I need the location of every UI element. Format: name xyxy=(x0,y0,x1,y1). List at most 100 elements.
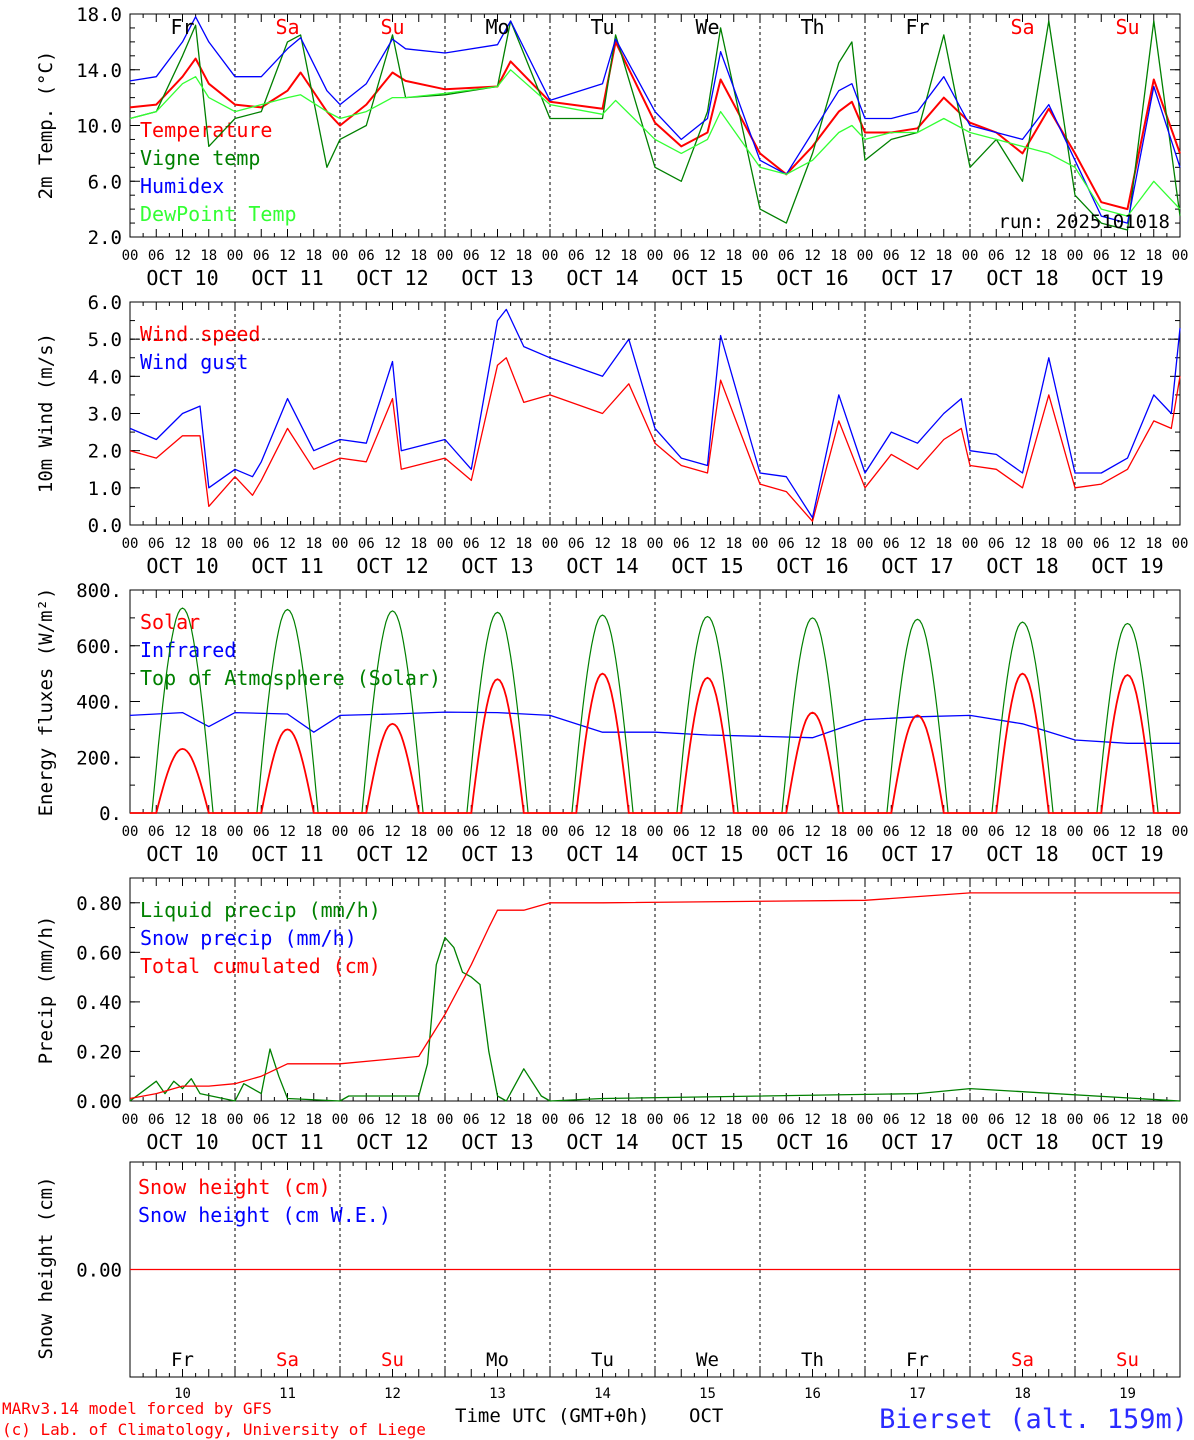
hour-label: 00 xyxy=(752,1112,769,1128)
date-label: OCT 12 xyxy=(356,1130,428,1154)
hour-label: 00 xyxy=(437,1112,454,1128)
legend-snow-height-cm-w-e-: Snow height (cm W.E.) xyxy=(138,1203,391,1227)
series-total-cumulated-cm- xyxy=(129,892,1180,1100)
hour-label: 06 xyxy=(778,1112,795,1128)
hour-label: 00 xyxy=(752,248,769,264)
hour-label: 18 xyxy=(620,536,637,552)
hour-label: 12 xyxy=(174,536,191,552)
hour-label: 12 xyxy=(1014,536,1031,552)
date-label: OCT 14 xyxy=(566,842,638,866)
day-number: 10 xyxy=(174,1386,191,1402)
energy-y-label: Energy fluxes (W/m²) xyxy=(35,588,57,817)
hour-label: 06 xyxy=(1093,1112,1110,1128)
hour-label: 06 xyxy=(673,536,690,552)
snow-y-label: Snow height (cm) xyxy=(35,1176,57,1359)
hour-label: 00 xyxy=(752,824,769,840)
hour-label: 18 xyxy=(935,248,952,264)
y-tick-label: 200. xyxy=(76,747,122,769)
hour-label: 18 xyxy=(620,248,637,264)
hour-label: 12 xyxy=(174,824,191,840)
date-label: OCT 19 xyxy=(1091,842,1163,866)
day-code: Fr xyxy=(906,1349,929,1371)
hour-label: 06 xyxy=(148,1112,165,1128)
legend-infrared: Infrared xyxy=(140,638,236,662)
date-label: OCT 16 xyxy=(776,842,848,866)
hour-label: 18 xyxy=(620,824,637,840)
hour-label: 18 xyxy=(200,248,217,264)
y-tick-label: 0. xyxy=(99,803,122,825)
day-code: Sa xyxy=(276,1349,299,1371)
month-label: OCT xyxy=(689,1405,723,1427)
hour-label: 06 xyxy=(358,536,375,552)
hour-label: 00 xyxy=(332,248,349,264)
temperature-y-label: 2m Temp. (°C) xyxy=(35,51,57,200)
hour-label: 00 xyxy=(857,824,874,840)
legend-wind-speed: Wind speed xyxy=(140,322,260,346)
hour-label: 18 xyxy=(305,824,322,840)
hour-label: 06 xyxy=(1093,536,1110,552)
hour-label: 18 xyxy=(725,248,742,264)
y-tick-label: 600. xyxy=(76,636,122,658)
hour-label: 18 xyxy=(200,824,217,840)
hour-label: 06 xyxy=(988,824,1005,840)
panel-frame xyxy=(129,589,1181,814)
hour-label: 00 xyxy=(962,1112,979,1128)
date-label: OCT 12 xyxy=(356,842,428,866)
hour-label: 06 xyxy=(568,536,585,552)
day-code: Mo xyxy=(485,15,509,39)
hour-label: 18 xyxy=(830,536,847,552)
hour-label: 12 xyxy=(489,824,506,840)
hour-label: 06 xyxy=(253,1112,270,1128)
y-tick-label: 0.60 xyxy=(76,942,122,964)
hour-label: 18 xyxy=(305,536,322,552)
hour-label: 18 xyxy=(1040,824,1057,840)
hour-label: 18 xyxy=(305,1112,322,1128)
run-label: run: 2025101018 xyxy=(998,211,1170,233)
hour-label: 06 xyxy=(148,824,165,840)
hour-label: 18 xyxy=(1040,1112,1057,1128)
legend-snow-precip-mm-h-: Snow precip (mm/h) xyxy=(140,926,357,950)
hour-label: 00 xyxy=(1172,248,1189,264)
date-label: OCT 11 xyxy=(251,266,323,290)
day-code: Sa xyxy=(275,15,299,39)
wind-y-label: 10m Wind (m/s) xyxy=(35,333,57,493)
hour-label: 06 xyxy=(673,1112,690,1128)
hour-label: 00 xyxy=(647,1112,664,1128)
hour-label: 06 xyxy=(358,1112,375,1128)
y-tick-label: 0.00 xyxy=(76,1260,122,1282)
legend-vigne-temp: Vigne temp xyxy=(140,146,260,170)
hour-label: 00 xyxy=(1067,248,1084,264)
hour-label: 06 xyxy=(778,824,795,840)
hour-label: 18 xyxy=(1145,536,1162,552)
hour-label: 06 xyxy=(778,248,795,264)
hour-label: 18 xyxy=(1145,248,1162,264)
date-label: OCT 11 xyxy=(251,554,323,578)
date-label: OCT 18 xyxy=(986,842,1058,866)
hour-label: 06 xyxy=(988,1112,1005,1128)
hour-label: 06 xyxy=(883,536,900,552)
hour-label: 00 xyxy=(962,248,979,264)
day-number: 13 xyxy=(489,1386,506,1402)
date-label: OCT 15 xyxy=(671,842,743,866)
legend-snow-height-cm-: Snow height (cm) xyxy=(138,1175,331,1199)
hour-label: 00 xyxy=(437,536,454,552)
date-label: OCT 12 xyxy=(356,266,428,290)
lab-credit: (c) Lab. of Climatology, University of L… xyxy=(2,1420,426,1439)
legend-humidex: Humidex xyxy=(140,174,224,198)
hour-label: 18 xyxy=(200,1112,217,1128)
hour-label: 00 xyxy=(227,1112,244,1128)
y-tick-label: 10.0 xyxy=(76,116,122,138)
hour-label: 12 xyxy=(384,248,401,264)
hour-label: 00 xyxy=(122,536,139,552)
hour-label: 12 xyxy=(699,248,716,264)
hour-label: 18 xyxy=(1145,1112,1162,1128)
hour-label: 00 xyxy=(332,536,349,552)
date-label: OCT 17 xyxy=(881,266,953,290)
day-code: We xyxy=(695,15,719,39)
day-code: Tu xyxy=(590,15,614,39)
date-label: OCT 14 xyxy=(566,266,638,290)
y-tick-label: 0.80 xyxy=(76,893,122,915)
hour-label: 00 xyxy=(437,824,454,840)
date-label: OCT 18 xyxy=(986,554,1058,578)
hour-label: 06 xyxy=(253,824,270,840)
